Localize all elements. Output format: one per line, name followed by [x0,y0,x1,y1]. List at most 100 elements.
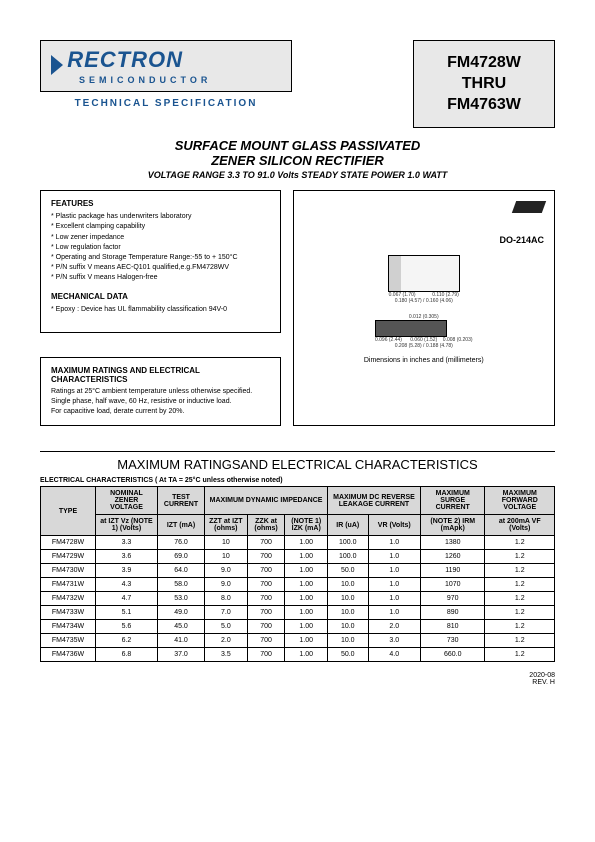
table-cell-zzt: 9.0 [205,578,248,592]
table-cell-izt: 53.0 [157,592,204,606]
table-cell-vz: 5.6 [96,620,158,634]
table-cell-type: FM4734W [41,620,96,634]
part-line-3: FM4763W [419,95,549,116]
table-cell-zzk: 700 [247,620,285,634]
feature-item: P/N suffix V means AEC-Q101 qualified,e.… [51,263,270,272]
footer-rev: REV. H [40,679,555,686]
logo-arrow-icon [51,55,63,75]
table-cell-zzk: 700 [247,648,285,662]
table-cell-ir: 10.0 [327,578,368,592]
table-cell-zzt: 3.5 [205,648,248,662]
header-row: RECTRON SEMICONDUCTOR TECHNICAL SPECIFIC… [40,40,555,128]
feature-item: Low regulation factor [51,243,270,252]
table-cell-ir: 10.0 [327,634,368,648]
table-cell-irm: 1260 [420,550,485,564]
th-surge: MAXIMUM SURGE CURRENT [420,487,485,515]
th-type: TYPE [41,487,96,536]
table-cell-irm: 970 [420,592,485,606]
th-nominal: NOMINAL ZENER VOLTAGE [96,487,158,515]
logo-main-row: RECTRON [51,47,281,75]
table-note: ELECTRICAL CHARACTERISTICS ( At TA = 25°… [40,477,555,484]
table-cell-izk: 1.00 [285,620,328,634]
table-cell-zzt: 5.0 [205,620,248,634]
table-cell-vr: 1.0 [368,564,420,578]
features-list: Plastic package has underwriters laborat… [51,212,270,282]
table-cell-vf: 1.2 [485,578,555,592]
table-cell-type: FM4735W [41,634,96,648]
table-cell-zzt: 10 [205,550,248,564]
dim-side-bottom2: 0.208 (5.28) / 0.188 (4.78) [375,343,473,349]
table-cell-zzk: 700 [247,606,285,620]
outline-side-rect [375,320,447,337]
table-cell-zzk: 700 [247,592,285,606]
table-cell-izk: 1.00 [285,648,328,662]
ratings-box: MAXIMUM RATINGS AND ELECTRICAL CHARACTER… [40,357,281,426]
table-cell-ir: 100.0 [327,536,368,550]
tech-spec-label: TECHNICAL SPECIFICATION [40,98,292,109]
table-cell-izt: 45.0 [157,620,204,634]
table-row: FM4736W6.837.03.57001.0050.04.0660.01.2 [41,648,555,662]
table-cell-vz: 6.2 [96,634,158,648]
package-name: DO-214AC [304,235,545,245]
table-cell-irm: 810 [420,620,485,634]
table-row: FM4730W3.964.09.07001.0050.01.011901.2 [41,564,555,578]
table-cell-ir: 50.0 [327,564,368,578]
ratings-line: Single phase, half wave, 60 Hz, resistiv… [51,397,270,406]
table-cell-vz: 4.3 [96,578,158,592]
table-cell-type: FM4728W [41,536,96,550]
table-cell-zzt: 2.0 [205,634,248,648]
package-box: DO-214AC 0.067 (1.70) 0.110 (2.79) 0.180… [293,190,556,426]
footer-date: 2020-08 [40,672,555,679]
table-cell-izt: 41.0 [157,634,204,648]
table-cell-izt: 76.0 [157,536,204,550]
table-cell-izt: 58.0 [157,578,204,592]
table-cell-vz: 6.8 [96,648,158,662]
section-title: MAXIMUM RATINGSAND ELECTRICAL CHARACTERI… [40,451,555,472]
table-cell-izk: 1.00 [285,578,328,592]
th-izt: IZT (mA) [157,515,204,536]
dimensions-note: Dimensions in inches and (millimeters) [304,357,545,364]
table-cell-zzt: 9.0 [205,564,248,578]
ratings-text: Ratings at 25°C ambient temperature unle… [51,387,270,416]
table-cell-vf: 1.2 [485,550,555,564]
feature-item: Low zener impedance [51,233,270,242]
table-cell-irm: 660.0 [420,648,485,662]
table-cell-irm: 1380 [420,536,485,550]
table-cell-zzk: 700 [247,634,285,648]
table-cell-vf: 1.2 [485,564,555,578]
table-cell-zzt: 8.0 [205,592,248,606]
logo-name: RECTRON [67,47,183,72]
th-maxdyn: MAXIMUM DYNAMIC IMPEDANCE [205,487,328,515]
title-line-1: SURFACE MOUNT GLASS PASSIVATED [40,138,555,153]
outline-side-view: 0.012 (0.305) 0.096 (2.44) 0.060 (1.52) … [375,314,473,349]
table-cell-vr: 1.0 [368,536,420,550]
table-row: FM4734W5.645.05.07001.0010.02.08101.2 [41,620,555,634]
table-row: FM4728W3.376.0107001.00100.01.013801.2 [41,536,555,550]
table-cell-izk: 1.00 [285,550,328,564]
features-heading: FEATURES [51,199,270,208]
table-cell-vf: 1.2 [485,536,555,550]
table-cell-type: FM4732W [41,592,96,606]
table-header-row-2: at IZT Vz (NOTE 1) (Volts) IZT (mA) ZZT … [41,515,555,536]
table-cell-zzk: 700 [247,536,285,550]
table-cell-type: FM4736W [41,648,96,662]
table-cell-ir: 10.0 [327,620,368,634]
table-cell-izk: 1.00 [285,564,328,578]
th-vz: at IZT Vz (NOTE 1) (Volts) [96,515,158,536]
feature-item: Plastic package has underwriters laborat… [51,212,270,221]
table-cell-irm: 890 [420,606,485,620]
table-cell-zzt: 10 [205,536,248,550]
feature-item: Operating and Storage Temperature Range:… [51,253,270,262]
table-row: FM4732W4.753.08.07001.0010.01.09701.2 [41,592,555,606]
table-cell-irm: 730 [420,634,485,648]
table-cell-izk: 1.00 [285,536,328,550]
table-cell-ir: 50.0 [327,648,368,662]
table-cell-izt: 49.0 [157,606,204,620]
table-cell-izt: 37.0 [157,648,204,662]
part-number-box: FM4728W THRU FM4763W [413,40,555,128]
table-cell-vr: 1.0 [368,578,420,592]
outline-top-rect [388,255,460,292]
table-cell-vf: 1.2 [485,620,555,634]
table-header-row-1: TYPE NOMINAL ZENER VOLTAGE TEST CURRENT … [41,487,555,515]
table-cell-vr: 1.0 [368,606,420,620]
